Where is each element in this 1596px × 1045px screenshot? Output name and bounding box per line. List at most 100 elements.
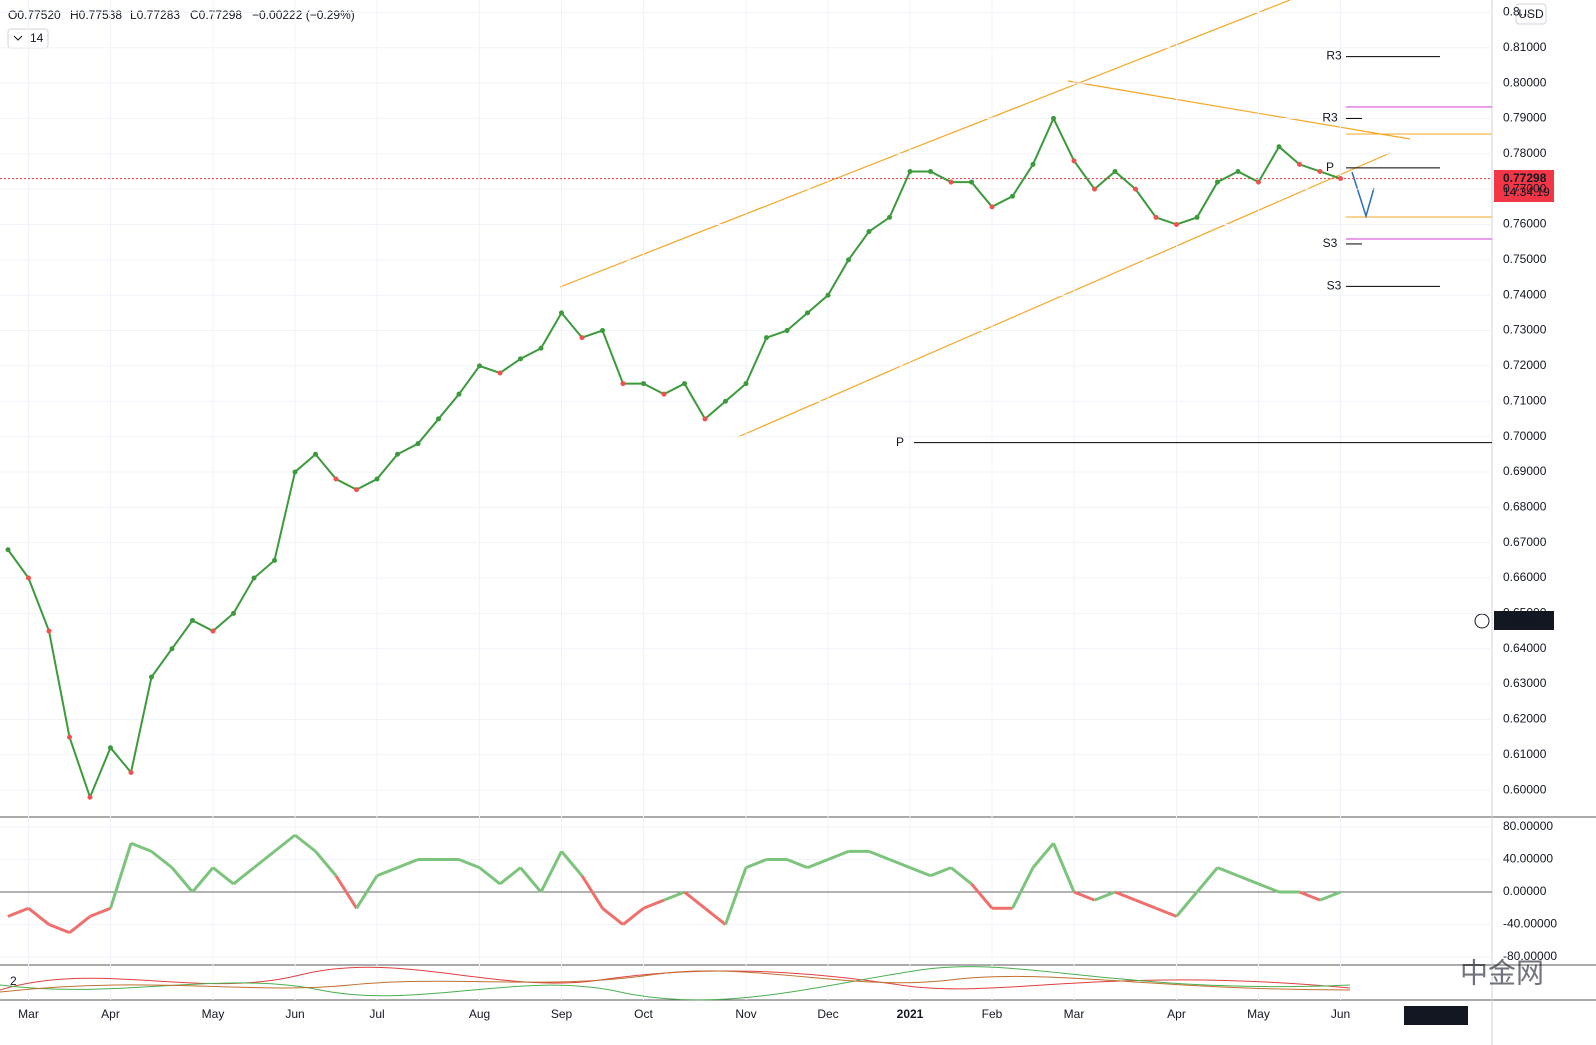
y-tick-label: 0.68000 (1503, 499, 1547, 513)
collapse-icon[interactable] (13, 35, 23, 41)
oscillator-segment (642, 898, 665, 910)
x-tick-label: Jun (1331, 1007, 1350, 1021)
price-point (333, 476, 339, 482)
add-button[interactable] (1474, 613, 1490, 629)
y-tick-label: 0.66000 (1503, 570, 1547, 584)
y-tick-label: 0.00000 (1503, 884, 1547, 898)
crosshair-date-tag (1404, 1006, 1468, 1025)
price-point (5, 547, 11, 553)
price-point (1338, 176, 1343, 182)
price-point (989, 204, 995, 210)
y-tick-label: 0.69000 (1503, 464, 1547, 478)
pivot-label: S3 (1327, 279, 1342, 293)
price-point (928, 168, 933, 174)
y-tick-label: 0.61000 (1503, 747, 1547, 761)
price-point (887, 214, 892, 220)
ohlc-low: L0.77283 (130, 8, 180, 22)
price-point (67, 734, 72, 740)
osc2-line (0, 970, 1351, 993)
y-tick-label: 0.60000 (1503, 782, 1547, 796)
oscillator-segment (827, 849, 850, 861)
oscillator-segment (663, 890, 686, 902)
oscillator-segment (868, 849, 891, 861)
price-point (805, 310, 810, 316)
interval[interactable]: 14 (30, 31, 44, 45)
price-point (395, 451, 400, 457)
price-tag (1494, 170, 1554, 202)
oscillator-segment (191, 866, 215, 893)
oscillator-segment (1134, 898, 1157, 910)
crosshair-tag (1494, 611, 1554, 630)
oscillator-segment (130, 841, 153, 853)
currency[interactable]: USD (1518, 7, 1544, 21)
price-point (87, 794, 93, 800)
price-point (1051, 115, 1056, 121)
oscillator-segment (376, 866, 399, 878)
price-line (7, 116, 1341, 801)
price-point (1174, 221, 1179, 227)
x-tick-label: Dec (817, 1007, 838, 1021)
price-point (169, 646, 175, 652)
oscillator-2 (0, 966, 1351, 1001)
price-point (190, 617, 195, 623)
oscillator-segment (683, 890, 706, 910)
oscillator-segment (1257, 882, 1280, 894)
price-point (26, 575, 31, 581)
price-point (1071, 158, 1077, 164)
price-point (436, 416, 441, 422)
oscillator-segment (68, 915, 91, 934)
price-point (1235, 168, 1241, 174)
osc2-label: 2 (10, 974, 17, 988)
price-point (948, 179, 954, 185)
oscillator-segment (294, 833, 317, 853)
oscillator-segment (355, 874, 379, 910)
oscillator-segment (806, 858, 829, 870)
ohlc-change: −0.00222 (−0.29%) (252, 8, 355, 22)
price-point (620, 381, 626, 387)
price-point (1256, 179, 1261, 185)
forecast-arrow (1351, 171, 1375, 219)
pivot-label: P (1326, 160, 1334, 174)
x-tick-label: May (1247, 1007, 1270, 1021)
oscillator-segment (1216, 866, 1239, 878)
price-point (210, 628, 216, 634)
price-point (702, 416, 708, 422)
price-point (969, 179, 974, 185)
price-point (825, 292, 831, 298)
price-point (1133, 186, 1138, 192)
oscillator-segment (212, 866, 235, 886)
oscillator-segment (396, 858, 419, 870)
currency-box[interactable] (1515, 3, 1547, 25)
price-point (415, 441, 421, 447)
price-point (1317, 168, 1323, 174)
price-point (1215, 179, 1220, 185)
price-point (292, 469, 298, 475)
x-tick-label: Nov (735, 1007, 756, 1021)
price-tag-value: 0.77298 (1503, 171, 1547, 185)
x-tick-label: Feb (982, 1007, 1003, 1021)
crosshair-date: 01 Jul '21 (1409, 1008, 1463, 1022)
y-tick-label: 0.64000 (1503, 641, 1547, 655)
price-point (538, 345, 544, 351)
ohlc-high: H0.77538 (70, 8, 122, 22)
y-tick-label: 0.72000 (1503, 358, 1547, 372)
oscillator-segment (929, 866, 952, 878)
price-point (231, 610, 236, 616)
pivot-label: R3 (1322, 111, 1338, 125)
oscillator-segment (539, 850, 563, 893)
oscillator-segment (704, 907, 727, 926)
x-tick-label: Mar (1064, 1007, 1085, 1021)
y-tick-label: 0.78000 (1503, 146, 1547, 160)
y-tick-label: 0.77000 (1503, 181, 1547, 195)
pivot-label: R3 (1326, 49, 1342, 63)
price-point (108, 745, 113, 751)
oscillator-segment (314, 850, 338, 877)
oscillator-segment (1011, 866, 1035, 909)
y-tick-label: 0.80000 (1503, 75, 1547, 89)
oscillator-segment (1155, 906, 1178, 918)
price-point (784, 328, 790, 334)
oscillator-segment (478, 866, 501, 886)
oscillator-segment (950, 866, 973, 886)
oscillator-segment (48, 923, 71, 935)
